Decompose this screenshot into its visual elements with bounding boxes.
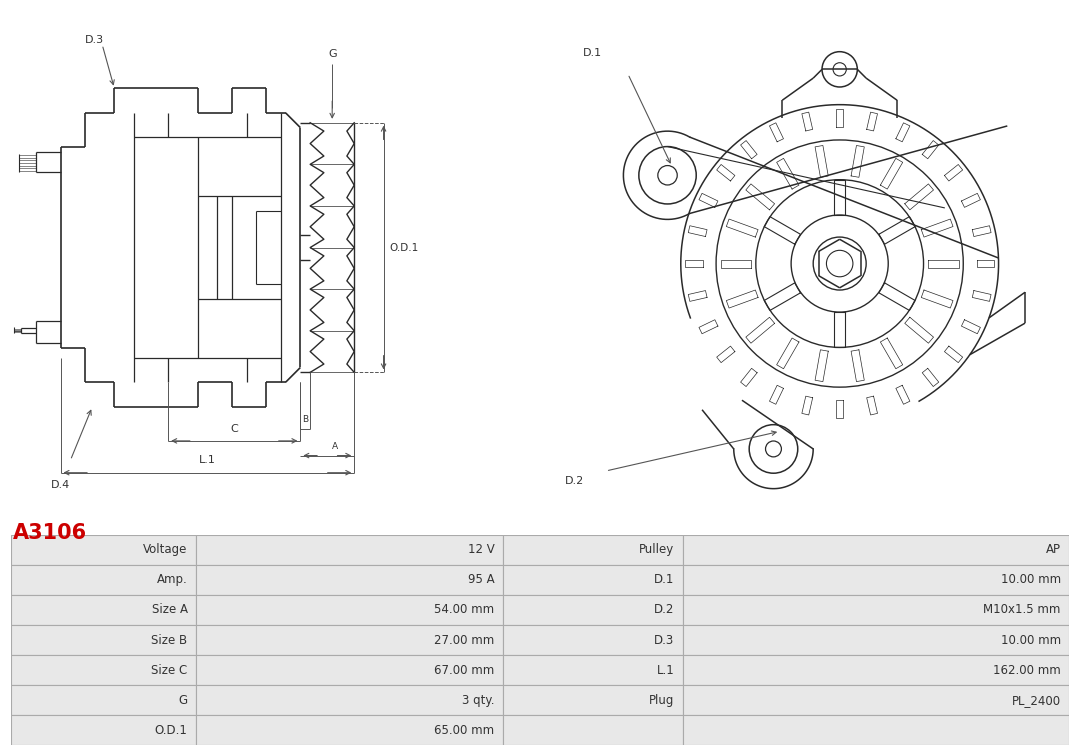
Bar (11, 685, 197, 715)
Text: Size C: Size C (151, 663, 188, 677)
Bar (683, 535, 1069, 565)
Bar (503, 715, 683, 745)
Bar (197, 685, 503, 715)
Text: Size B: Size B (151, 633, 188, 647)
Text: D.1: D.1 (654, 573, 674, 587)
Bar (683, 595, 1069, 625)
Bar (11, 535, 197, 565)
Bar (197, 565, 503, 595)
Text: L.1: L.1 (657, 663, 674, 677)
Text: 67.00 mm: 67.00 mm (434, 663, 495, 677)
Text: 10.00 mm: 10.00 mm (1000, 573, 1061, 587)
Text: D.3: D.3 (85, 35, 104, 44)
Text: 27.00 mm: 27.00 mm (434, 633, 495, 647)
Text: Size A: Size A (151, 603, 188, 617)
Bar (683, 715, 1069, 745)
Bar (683, 565, 1069, 595)
Text: O.D.1: O.D.1 (390, 242, 419, 252)
Text: 95 A: 95 A (468, 573, 495, 587)
Text: L.1: L.1 (199, 456, 216, 465)
Bar (11, 595, 197, 625)
Bar (11, 715, 197, 745)
Bar (503, 685, 683, 715)
Text: D.3: D.3 (654, 633, 674, 647)
Text: O.D.1: O.D.1 (154, 724, 188, 737)
Text: C: C (230, 423, 239, 434)
Bar (11, 655, 197, 685)
Bar (197, 595, 503, 625)
Bar (197, 655, 503, 685)
Text: M10x1.5 mm: M10x1.5 mm (984, 603, 1061, 617)
Text: D.2: D.2 (654, 603, 674, 617)
Bar (197, 715, 503, 745)
Bar (503, 595, 683, 625)
Text: G: G (328, 49, 337, 59)
Text: 10.00 mm: 10.00 mm (1000, 633, 1061, 647)
Text: AP: AP (1045, 543, 1061, 556)
Text: D.2: D.2 (565, 476, 584, 486)
Text: 162.00 mm: 162.00 mm (993, 663, 1061, 677)
Text: B: B (302, 415, 308, 424)
Text: G: G (178, 694, 188, 707)
Text: Plug: Plug (649, 694, 674, 707)
Text: A: A (332, 442, 338, 450)
Text: Amp.: Amp. (157, 573, 188, 587)
Text: D.1: D.1 (583, 48, 602, 58)
Bar (683, 625, 1069, 655)
Text: A3106: A3106 (13, 523, 87, 544)
Bar (503, 625, 683, 655)
Bar (11, 625, 197, 655)
Text: 3 qty.: 3 qty. (462, 694, 495, 707)
Bar (503, 565, 683, 595)
Text: 54.00 mm: 54.00 mm (434, 603, 495, 617)
Bar (503, 535, 683, 565)
Text: 65.00 mm: 65.00 mm (434, 724, 495, 737)
Text: Voltage: Voltage (144, 543, 188, 556)
Bar (683, 655, 1069, 685)
Text: Pulley: Pulley (639, 543, 674, 556)
Bar (683, 685, 1069, 715)
Text: D.4: D.4 (51, 480, 70, 490)
Bar (197, 625, 503, 655)
Bar (503, 655, 683, 685)
Text: PL_2400: PL_2400 (1012, 694, 1061, 707)
Text: 12 V: 12 V (468, 543, 495, 556)
Bar (197, 535, 503, 565)
Bar (11, 565, 197, 595)
